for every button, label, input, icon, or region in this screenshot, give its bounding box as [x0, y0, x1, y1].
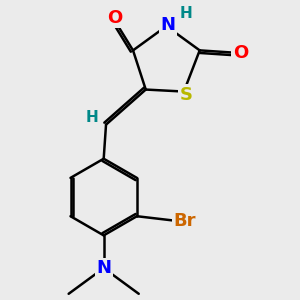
Text: N: N [161, 16, 176, 34]
Text: S: S [180, 86, 193, 104]
Text: H: H [180, 6, 192, 21]
Text: H: H [85, 110, 98, 125]
Text: Br: Br [174, 212, 196, 230]
Text: O: O [107, 9, 122, 27]
Text: O: O [233, 44, 248, 62]
Text: N: N [96, 259, 111, 277]
